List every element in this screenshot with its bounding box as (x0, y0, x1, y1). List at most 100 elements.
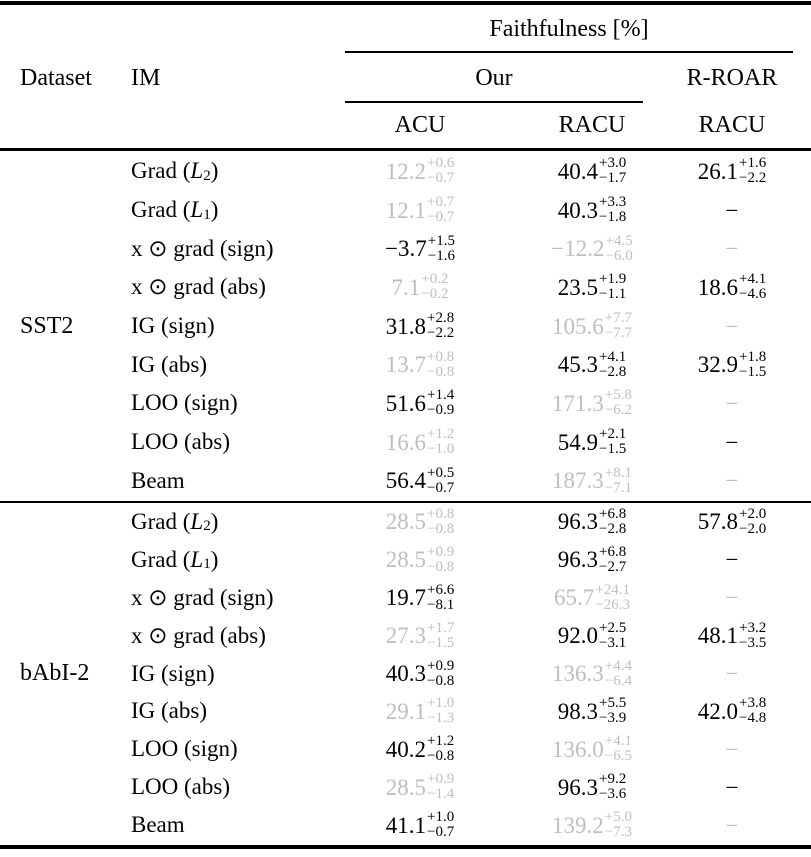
value-upper-bound: +1.7 (427, 619, 455, 636)
acu-value: 28.5 +0.9 −0.8 (345, 541, 495, 579)
value-lower-bound: −7.1 (604, 479, 632, 496)
im-label-part: IG (sign) (131, 660, 215, 686)
value-main: 42.0 (697, 698, 739, 724)
dataset-label-sst2: SST2 (20, 312, 74, 339)
acu-value: 27.3 +1.7 −1.5 (345, 617, 495, 655)
value-upper-bound: +0.9 (427, 771, 455, 788)
racu-value: 23.5 +1.9 −1.1 (517, 268, 667, 307)
racu-value: −12.2 +4.5 −6.0 (517, 229, 667, 268)
missing-value-dash: − (725, 313, 739, 339)
im-label-part: L (190, 197, 204, 222)
value-upper-bound: +3.2 (739, 619, 767, 636)
acu-value: 56.4 +0.5 −0.7 (345, 461, 495, 500)
rroar-racu-value: − (657, 384, 807, 423)
value-main: 57.8 (697, 509, 739, 535)
im-method-label: Grad (L 2) (131, 503, 218, 541)
im-method-label: LOO (abs) (131, 768, 230, 806)
section-sst2: SST2 Grad (L 2) 12.2 +0.6 −0.7 40.4 +3.0 −1.7 26… (0, 152, 811, 500)
value-uncertainty: +1.0 −0.7 (427, 810, 454, 840)
value-upper-bound: +9.2 (599, 771, 627, 788)
value-upper-bound: +0.2 (421, 271, 449, 288)
value-uncertainty: +1.6 −2.2 (739, 156, 766, 186)
table-row: IG (sign) 40.3 +0.9 −0.8 136.3 +4.4 −6.4 − (0, 655, 811, 693)
value-upper-bound: +0.9 (427, 543, 455, 560)
value-lower-bound: −1.3 (427, 710, 455, 727)
im-method-label: x ⊙ grad (abs) (131, 617, 266, 655)
rroar-racu-value: − (657, 423, 807, 462)
table-bottom-rule (0, 845, 811, 849)
missing-value-dash: − (725, 197, 739, 223)
acu-value: 12.1 +0.7 −0.7 (345, 191, 495, 230)
im-label-part: ) (210, 546, 219, 572)
value-lower-bound: −0.7 (427, 170, 455, 187)
value-uncertainty: +7.7 −7.7 (605, 311, 632, 341)
table-row: Beam 41.1 +1.0 −0.7 139.2 +5.0 −7.3 − (0, 806, 811, 844)
value-lower-bound: −6.4 (604, 672, 632, 689)
missing-value-dash: − (725, 390, 739, 416)
im-column-header: IM (131, 64, 161, 91)
value-lower-bound: −6.2 (604, 402, 632, 419)
value-lower-bound: −2.2 (739, 170, 767, 187)
table-row: Beam 56.4 +0.5 −0.7 187.3 +8.1 −7.1 − (0, 461, 811, 500)
rroar-racu-value: − (657, 730, 807, 768)
missing-value-dash: − (725, 736, 739, 762)
value-lower-bound: −2.8 (599, 520, 627, 537)
racu-value: 92.0 +2.5 −3.1 (517, 617, 667, 655)
value-upper-bound: +2.0 (739, 505, 767, 522)
table-row: IG (sign) 31.8 +2.8 −2.2 105.6 +7.7 −7.7 − (0, 307, 811, 346)
value-uncertainty: +2.0 −2.0 (739, 505, 767, 537)
value-lower-bound: −0.8 (427, 672, 455, 689)
racu-value: 98.3 +5.5 −3.9 (517, 692, 667, 730)
value-main: 7.1 (391, 274, 421, 300)
value-main: 19.7 (385, 585, 427, 611)
rroar-racu-value: − (657, 541, 807, 579)
value-lower-bound: −1.4 (427, 786, 455, 803)
im-label-part: Grad ( (131, 158, 191, 184)
im-label-part: IG (sign) (131, 313, 215, 339)
rroar-racu-column-header: RACU (698, 111, 766, 138)
value-main: 27.3 (385, 623, 427, 649)
value-uncertainty: +1.9 −1.1 (599, 272, 626, 302)
value-lower-bound: −1.7 (599, 170, 627, 187)
value-uncertainty: +4.1 −4.6 (739, 272, 766, 302)
racu-value: 40.4 +3.0 −1.7 (517, 152, 667, 191)
im-label-part: 2 (203, 167, 211, 184)
value-lower-bound: −26.3 (595, 596, 630, 613)
im-label-part: IG (abs) (131, 351, 207, 377)
value-uncertainty: +1.8 −1.5 (739, 349, 766, 380)
table-row: Grad (L 2) 12.2 +0.6 −0.7 40.4 +3.0 −1.7 26.1 +1.… (0, 152, 811, 191)
rroar-racu-value: − (657, 768, 807, 806)
table-row: LOO (sign) 40.2 +1.2 −0.8 136.0 +4.1 −6.5 − (0, 730, 811, 768)
value-upper-bound: +4.5 (605, 232, 633, 249)
value-main: 23.5 (557, 274, 599, 300)
im-label-part: 2 (203, 518, 211, 535)
acu-value: 40.2 +1.2 −0.8 (345, 730, 495, 768)
value-uncertainty: +0.9 −0.8 (427, 543, 455, 575)
acu-value: 31.8 +2.8 −2.2 (345, 307, 495, 346)
im-method-label: Grad (L 1) (131, 541, 218, 579)
im-label-part: x ⊙ grad (sign) (131, 235, 274, 261)
value-main: 31.8 (385, 313, 427, 339)
missing-value-dash: − (725, 812, 739, 838)
table-row: Grad (L 1) 28.5 +0.9 −0.8 96.3 +6.8 −2.7 − (0, 541, 811, 579)
value-lower-bound: −3.9 (599, 710, 627, 727)
im-label-part: L (190, 546, 204, 572)
value-uncertainty: +2.8 −2.2 (427, 311, 454, 341)
missing-value-dash: − (725, 429, 739, 455)
im-label-part: LOO (sign) (131, 736, 238, 762)
acu-column-header: ACU (394, 111, 446, 138)
rroar-racu-value: − (657, 655, 807, 693)
value-upper-bound: +1.0 (427, 695, 455, 712)
im-label-part: ) (210, 508, 219, 534)
value-lower-bound: −2.8 (599, 363, 627, 380)
value-lower-bound: −0.9 (427, 402, 455, 419)
value-upper-bound: +1.9 (599, 271, 627, 288)
value-lower-bound: −1.0 (427, 441, 455, 458)
im-label-part: ) (210, 158, 219, 184)
acu-value: 40.3 +0.9 −0.8 (345, 655, 495, 693)
im-label-part: x ⊙ grad (abs) (131, 274, 266, 300)
value-uncertainty: +0.9 −0.8 (427, 658, 455, 689)
acu-value: 16.6 +1.2 −1.0 (345, 423, 495, 462)
value-uncertainty: +2.1 −1.5 (599, 427, 626, 457)
value-lower-bound: −3.5 (739, 634, 767, 651)
